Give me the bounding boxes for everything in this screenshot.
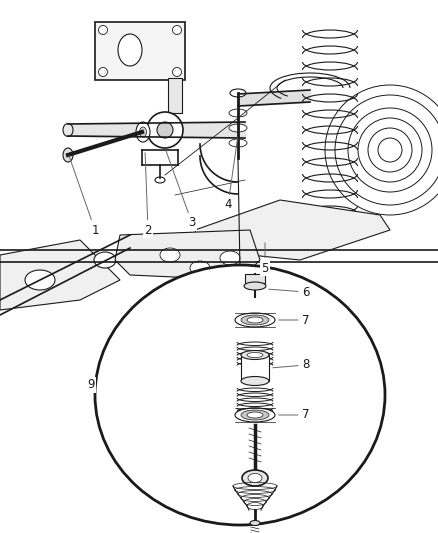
Ellipse shape xyxy=(229,109,247,117)
Ellipse shape xyxy=(247,317,263,323)
Text: 3: 3 xyxy=(166,151,196,230)
Ellipse shape xyxy=(235,408,275,422)
Ellipse shape xyxy=(220,251,240,265)
Ellipse shape xyxy=(118,34,142,66)
Text: 4: 4 xyxy=(224,138,237,212)
Text: 5: 5 xyxy=(261,243,268,274)
Ellipse shape xyxy=(241,315,269,325)
Text: 8: 8 xyxy=(273,359,309,372)
Text: 6: 6 xyxy=(269,286,310,298)
Bar xyxy=(95,22,185,80)
Text: 9: 9 xyxy=(88,378,95,392)
Polygon shape xyxy=(115,230,260,280)
Bar xyxy=(245,274,265,283)
Ellipse shape xyxy=(241,410,269,420)
Ellipse shape xyxy=(235,313,275,327)
Ellipse shape xyxy=(95,265,385,525)
Text: 2: 2 xyxy=(144,153,152,237)
Ellipse shape xyxy=(229,124,247,132)
Ellipse shape xyxy=(155,177,165,183)
Ellipse shape xyxy=(250,521,260,526)
Polygon shape xyxy=(0,240,120,310)
Bar xyxy=(168,78,182,113)
Circle shape xyxy=(173,26,181,35)
Ellipse shape xyxy=(94,252,116,268)
Circle shape xyxy=(99,26,107,35)
Ellipse shape xyxy=(63,124,73,136)
Text: 7: 7 xyxy=(279,313,310,327)
Ellipse shape xyxy=(241,351,269,359)
Bar xyxy=(241,355,269,381)
Ellipse shape xyxy=(247,352,263,358)
Text: 1: 1 xyxy=(69,156,99,237)
Ellipse shape xyxy=(63,148,73,162)
Ellipse shape xyxy=(248,473,262,482)
Circle shape xyxy=(157,122,173,138)
Ellipse shape xyxy=(190,261,210,275)
Text: 7: 7 xyxy=(279,408,310,422)
Circle shape xyxy=(173,68,181,77)
Ellipse shape xyxy=(139,127,146,137)
Ellipse shape xyxy=(242,470,268,486)
Ellipse shape xyxy=(241,376,269,385)
Ellipse shape xyxy=(160,248,180,262)
Circle shape xyxy=(99,68,107,77)
Ellipse shape xyxy=(244,282,266,290)
Ellipse shape xyxy=(229,139,247,147)
Ellipse shape xyxy=(136,122,150,142)
Ellipse shape xyxy=(247,412,263,418)
Circle shape xyxy=(147,112,183,148)
Ellipse shape xyxy=(230,89,246,97)
Ellipse shape xyxy=(25,270,55,290)
Polygon shape xyxy=(195,200,390,260)
